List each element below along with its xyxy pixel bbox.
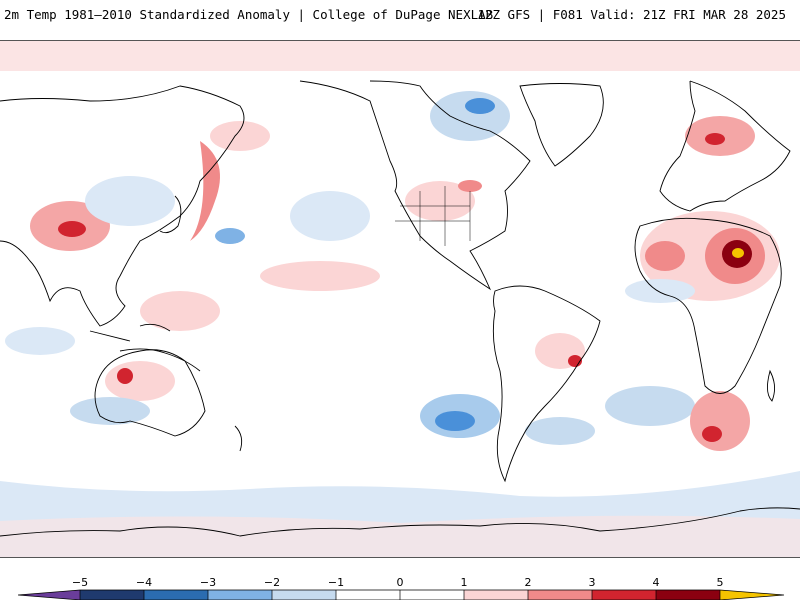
colorbar-tick-label: −4 (135, 576, 153, 589)
colorbar-tick-lines (79, 590, 721, 600)
colorbar-bin-3-4 (592, 590, 656, 600)
header: 2m Temp 1981–2010 Standardized Anomaly |… (0, 0, 800, 30)
colorbar-tick-label: 4 (652, 576, 660, 589)
arctic-anomaly-band (0, 41, 800, 71)
colorbar-overflow-triangle (720, 590, 784, 600)
colorbar-bin-1-2 (464, 590, 528, 600)
colorbar-bin-neg2-neg1 (272, 590, 336, 600)
colorbar-tick-label: −3 (199, 576, 217, 589)
antarctic-inner-band (0, 515, 800, 557)
anomaly-shading (5, 91, 780, 451)
colorbar-tick-label: −1 (327, 576, 345, 589)
colorbar-tick-label: −5 (71, 576, 89, 589)
colorbar-tick-label: 1 (460, 576, 468, 589)
colorbar-bin-neg3-neg2 (208, 590, 272, 600)
map-title: 2m Temp 1981–2010 Standardized Anomaly |… (4, 7, 494, 22)
colorbar-bin-4-5 (656, 590, 720, 600)
colorbar-tick-label: 5 (716, 576, 724, 589)
colorbar-tick-label: 0 (396, 576, 404, 589)
colorbar-tick-label: 3 (588, 576, 596, 589)
colorbar-tick-label: −2 (263, 576, 281, 589)
colorbar-bin-neg4-neg3 (144, 590, 208, 600)
colorbar-scale (17, 589, 785, 601)
colorbar: −5 −4 −3 −2 −1 0 1 2 3 4 5 (0, 560, 800, 601)
colorbar-bin-neg5-neg4 (80, 590, 144, 600)
coastlines (0, 80, 800, 537)
map-canvas (0, 41, 800, 557)
colorbar-bin-neg1-0 (336, 590, 400, 600)
colorbar-bin-2-3 (528, 590, 592, 600)
model-run-info: 12Z GFS | F081 Valid: 21Z FRI MAR 28 202… (477, 7, 786, 22)
colorbar-underflow-triangle (18, 590, 80, 600)
anomaly-map (0, 40, 800, 558)
colorbar-bin-0-1 (400, 590, 464, 600)
colorbar-tick-label: 2 (524, 576, 532, 589)
